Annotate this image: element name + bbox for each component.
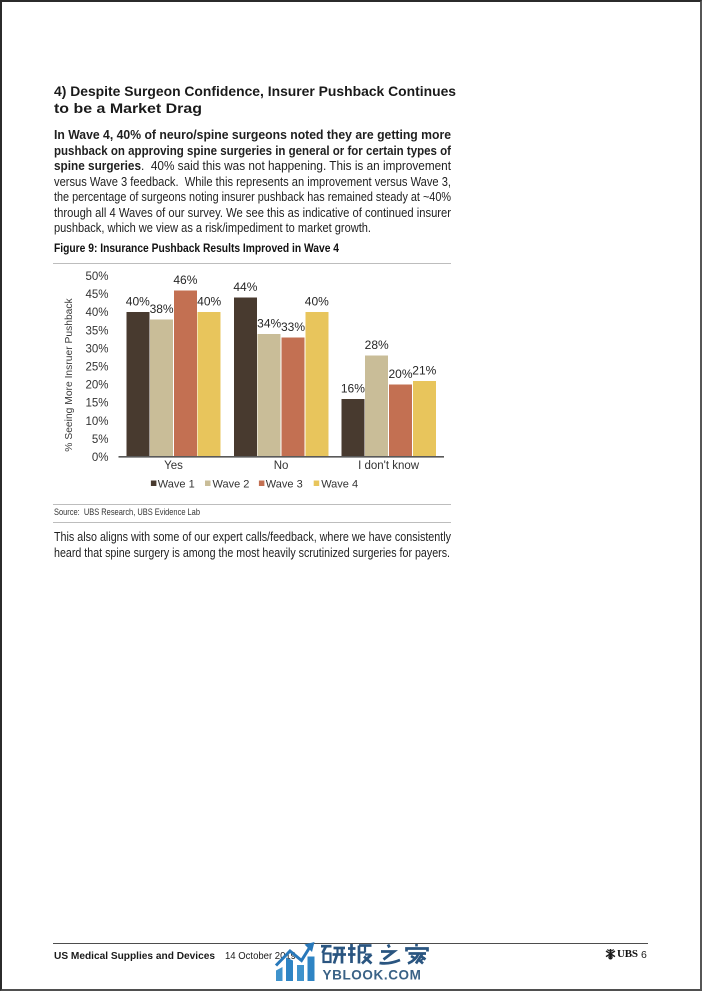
svg-text:Wave 3: Wave 3 — [266, 479, 303, 491]
svg-text:34%: 34% — [257, 316, 281, 330]
svg-text:10%: 10% — [85, 416, 108, 428]
svg-text:0%: 0% — [92, 452, 109, 464]
svg-text:40%: 40% — [126, 295, 150, 309]
svg-text:Wave 4: Wave 4 — [321, 479, 358, 491]
svg-text:45%: 45% — [85, 289, 108, 301]
svg-text:28%: 28% — [365, 338, 389, 352]
svg-text:% Seeing More Insruer Pushback: % Seeing More Insruer Pushback — [64, 297, 75, 451]
svg-text:20%: 20% — [388, 367, 412, 381]
svg-text:5%: 5% — [92, 434, 109, 446]
svg-text:50%: 50% — [85, 271, 108, 283]
svg-text:20%: 20% — [85, 380, 108, 392]
svg-text:I don't know: I don't know — [358, 460, 420, 472]
svg-text:46%: 46% — [173, 273, 197, 287]
svg-text:38%: 38% — [150, 302, 174, 316]
svg-text:15%: 15% — [85, 398, 108, 410]
svg-text:25%: 25% — [85, 362, 108, 374]
svg-text:30%: 30% — [85, 343, 108, 355]
svg-text:35%: 35% — [85, 325, 108, 337]
svg-text:16%: 16% — [341, 382, 365, 396]
svg-text:33%: 33% — [281, 320, 305, 334]
svg-text:44%: 44% — [233, 280, 257, 294]
svg-text:No: No — [274, 460, 289, 472]
svg-text:Wave 1: Wave 1 — [158, 479, 195, 491]
svg-text:Wave 2: Wave 2 — [213, 479, 250, 491]
svg-text:YBLOOK.COM: YBLOOK.COM — [323, 967, 422, 982]
svg-text:40%: 40% — [85, 307, 108, 319]
svg-text:40%: 40% — [197, 295, 221, 309]
svg-text:21%: 21% — [412, 364, 436, 378]
svg-text:Yes: Yes — [164, 460, 183, 472]
svg-text:40%: 40% — [305, 295, 329, 309]
